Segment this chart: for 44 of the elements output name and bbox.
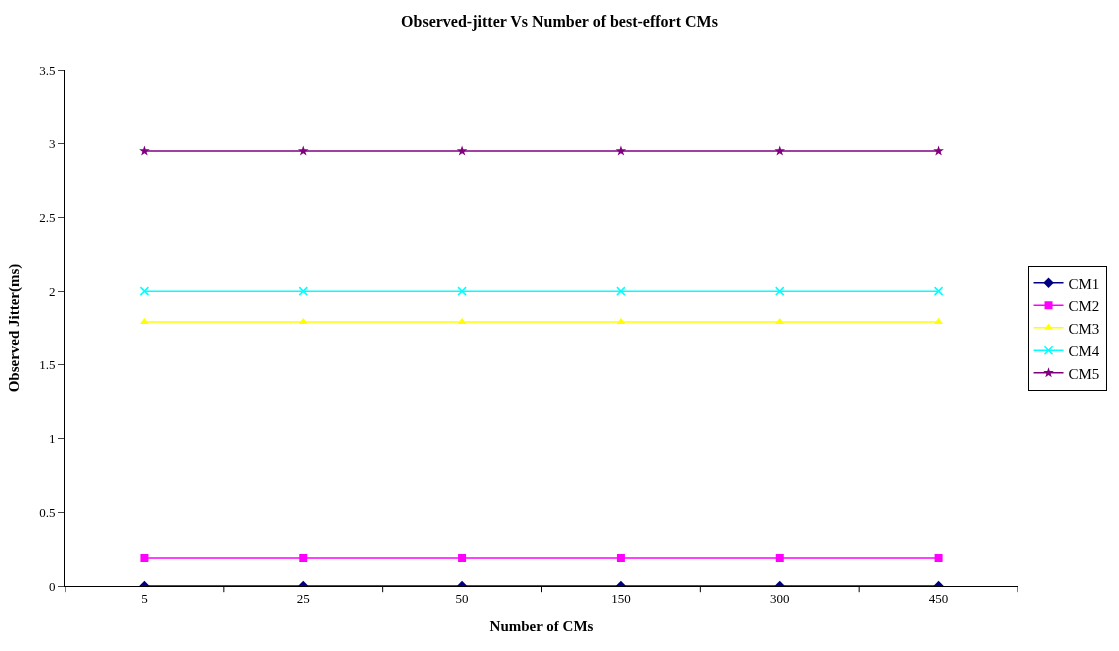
point	[458, 553, 467, 562]
legend-label: CM1	[1068, 275, 1100, 292]
legend-label: CM4	[1068, 343, 1100, 360]
point	[457, 286, 467, 296]
point	[298, 286, 308, 296]
y-tick-label: 0.5	[39, 504, 56, 520]
point	[934, 553, 943, 562]
y-tick-label: 0	[48, 578, 56, 594]
point	[140, 553, 149, 562]
y-tick-label: 3.5	[39, 62, 56, 78]
x-tick-label: 450	[928, 590, 949, 606]
x-axis-title: Number of CMs	[489, 617, 594, 634]
point	[457, 318, 467, 325]
point	[616, 553, 625, 562]
point	[774, 145, 786, 156]
point	[615, 145, 627, 156]
legend-label: CM5	[1068, 365, 1100, 382]
x-tick-label: 25	[296, 590, 310, 606]
y-tick-label: 1.5	[39, 357, 56, 373]
x-tick-label: 50	[455, 590, 469, 606]
y-tick-label: 2.5	[39, 209, 56, 225]
point	[616, 286, 626, 296]
x-tick-label: 5	[141, 590, 148, 606]
point	[139, 286, 150, 296]
point	[456, 145, 468, 156]
point	[299, 553, 308, 562]
legend-label: CM2	[1068, 298, 1100, 315]
y-tick-label: 1	[48, 431, 56, 447]
y-axis-title: Observed Jitter(ms)	[6, 263, 24, 393]
y-tick-label: 2	[48, 283, 56, 299]
y-tick-label: 3	[48, 136, 56, 152]
point	[297, 145, 309, 156]
point	[775, 553, 784, 562]
x-tick-label: 300	[770, 590, 790, 606]
chart-title: Observed-jitter Vs Number of best-effort CMs	[401, 13, 718, 32]
x-tick-label: 150	[611, 590, 631, 606]
legend-label: CM3	[1068, 320, 1100, 337]
point	[298, 318, 308, 325]
point	[933, 286, 944, 296]
point	[933, 145, 944, 156]
point	[139, 145, 150, 156]
point	[775, 318, 785, 325]
point	[616, 318, 626, 325]
point	[775, 286, 785, 296]
